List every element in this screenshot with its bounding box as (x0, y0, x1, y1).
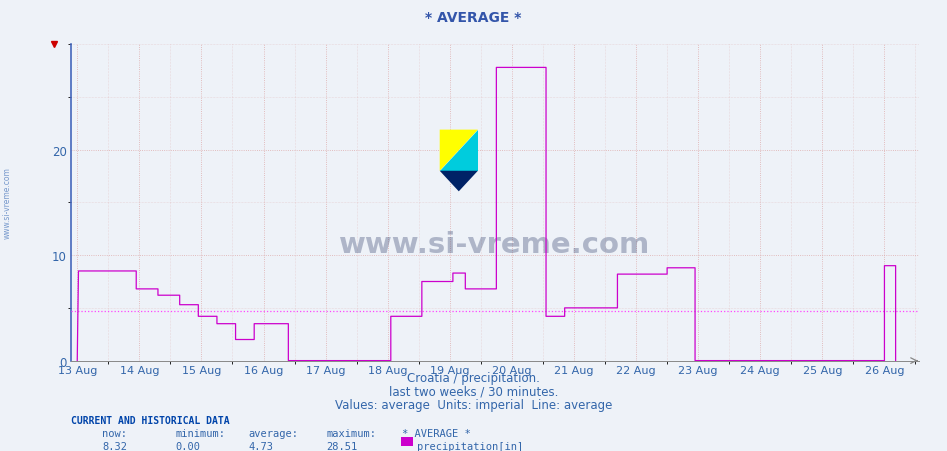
Text: www.si-vreme.com: www.si-vreme.com (339, 230, 651, 258)
Text: average:: average: (248, 428, 298, 438)
Text: Croatia / precipitation.: Croatia / precipitation. (407, 371, 540, 384)
Text: now:: now: (102, 428, 127, 438)
Text: 8.32: 8.32 (102, 441, 127, 451)
Text: CURRENT AND HISTORICAL DATA: CURRENT AND HISTORICAL DATA (71, 415, 230, 425)
Polygon shape (439, 130, 478, 171)
Polygon shape (439, 130, 478, 171)
Polygon shape (439, 171, 478, 192)
Text: 28.51: 28.51 (327, 441, 358, 451)
Text: Values: average  Units: imperial  Line: average: Values: average Units: imperial Line: av… (335, 398, 612, 411)
Text: 0.00: 0.00 (175, 441, 200, 451)
Text: * AVERAGE *: * AVERAGE * (402, 428, 472, 438)
Text: last two weeks / 30 minutes.: last two weeks / 30 minutes. (389, 384, 558, 397)
Text: precipitation[in]: precipitation[in] (417, 441, 523, 451)
Text: www.si-vreme.com: www.si-vreme.com (3, 167, 12, 239)
Text: * AVERAGE *: * AVERAGE * (425, 11, 522, 25)
Text: maximum:: maximum: (327, 428, 377, 438)
Text: minimum:: minimum: (175, 428, 225, 438)
Text: 4.73: 4.73 (248, 441, 273, 451)
